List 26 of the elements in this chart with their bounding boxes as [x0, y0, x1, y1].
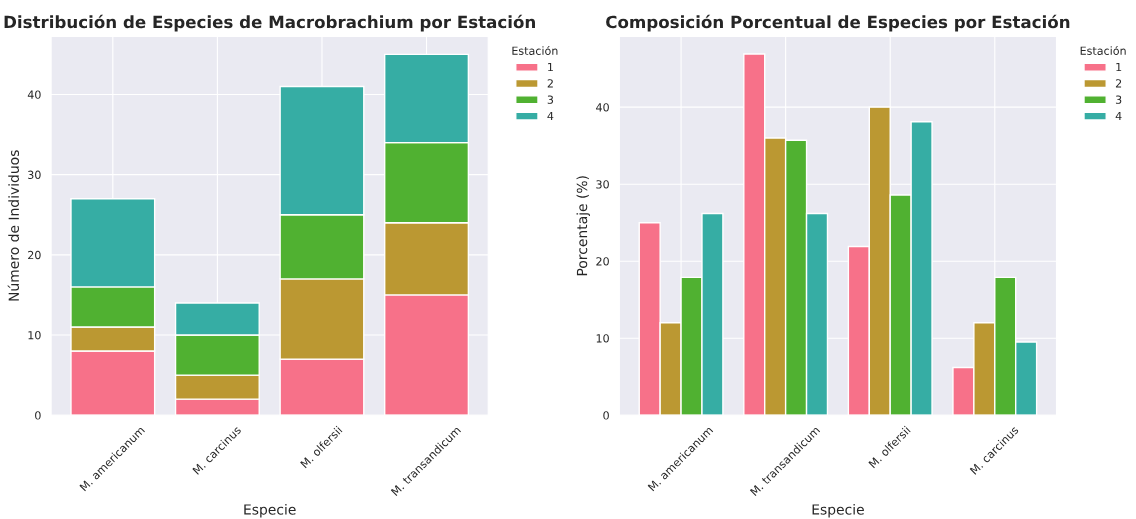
legend-label: 2: [1115, 79, 1122, 88]
legend-label: 4: [1115, 111, 1122, 121]
legend-title: Estación: [512, 45, 558, 55]
legend-label: 1: [1116, 62, 1122, 72]
y-tick-label: 40: [596, 103, 609, 112]
y-tick-label: 20: [28, 250, 41, 260]
y-tick-label: 20: [596, 257, 609, 266]
x-axis-title: Especie: [812, 503, 864, 518]
y-tick-label: 0: [35, 411, 41, 420]
x-axis-title: Especie: [244, 503, 296, 518]
legend-label: 4: [547, 111, 554, 121]
legend-label: 1: [548, 62, 553, 72]
chart-title: Distribución de Especies de Macrobrachium por Estación: [4, 14, 535, 32]
legend-title: Estación: [1080, 45, 1126, 55]
legend-label: 3: [547, 95, 554, 104]
y-axis-title: Número de Individuos: [7, 150, 20, 301]
legend-label: 2: [547, 79, 553, 88]
y-tick-label: 10: [596, 334, 609, 343]
y-tick-label: 40: [27, 90, 41, 99]
y-axis-title: Porcentaje (%): [576, 176, 590, 276]
chart-title: Composición Porcentual de Especies por Estación: [606, 14, 1070, 32]
legend-label: 3: [1115, 95, 1122, 104]
y-tick-label: 30: [596, 180, 609, 189]
y-tick-label: 0: [603, 411, 609, 420]
y-tick-label: 10: [28, 330, 41, 340]
y-tick-label: 30: [28, 170, 41, 180]
